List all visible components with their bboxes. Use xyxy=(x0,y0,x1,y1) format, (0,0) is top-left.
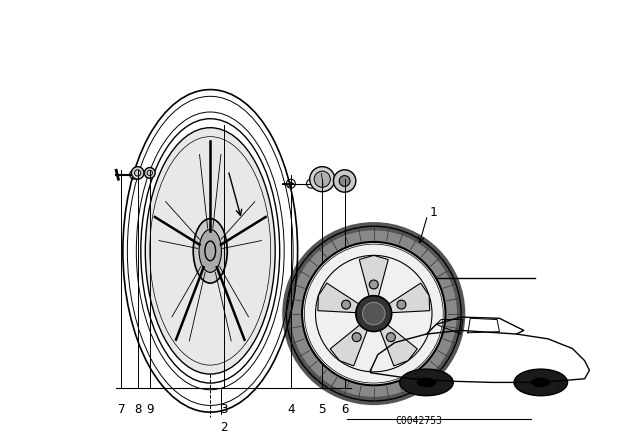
Circle shape xyxy=(342,300,351,309)
Circle shape xyxy=(302,242,445,385)
Circle shape xyxy=(352,333,361,342)
Text: 4: 4 xyxy=(287,403,294,416)
Text: C0042753: C0042753 xyxy=(395,416,442,426)
Circle shape xyxy=(339,176,350,186)
Circle shape xyxy=(514,369,568,396)
Text: 2: 2 xyxy=(220,421,227,434)
Ellipse shape xyxy=(145,128,275,374)
Polygon shape xyxy=(359,255,388,298)
Circle shape xyxy=(417,378,436,387)
Circle shape xyxy=(400,369,453,396)
Polygon shape xyxy=(330,323,368,366)
Polygon shape xyxy=(318,283,360,313)
Polygon shape xyxy=(380,323,417,366)
Circle shape xyxy=(287,226,461,401)
Circle shape xyxy=(387,333,396,342)
Text: 1: 1 xyxy=(430,206,437,220)
Text: 6: 6 xyxy=(341,403,348,416)
Circle shape xyxy=(369,280,378,289)
Text: 3: 3 xyxy=(220,403,227,416)
Circle shape xyxy=(333,170,356,192)
Circle shape xyxy=(131,167,144,179)
Circle shape xyxy=(531,378,550,387)
Ellipse shape xyxy=(193,219,227,283)
Text: 9: 9 xyxy=(146,403,154,416)
Text: 5: 5 xyxy=(319,403,326,416)
Ellipse shape xyxy=(199,229,221,272)
Circle shape xyxy=(397,300,406,309)
Circle shape xyxy=(145,168,155,178)
Text: 7: 7 xyxy=(117,403,124,416)
Circle shape xyxy=(310,167,335,192)
Polygon shape xyxy=(387,283,429,313)
Circle shape xyxy=(356,296,392,332)
Circle shape xyxy=(362,302,385,325)
Text: 8: 8 xyxy=(134,403,141,416)
Circle shape xyxy=(314,171,330,187)
